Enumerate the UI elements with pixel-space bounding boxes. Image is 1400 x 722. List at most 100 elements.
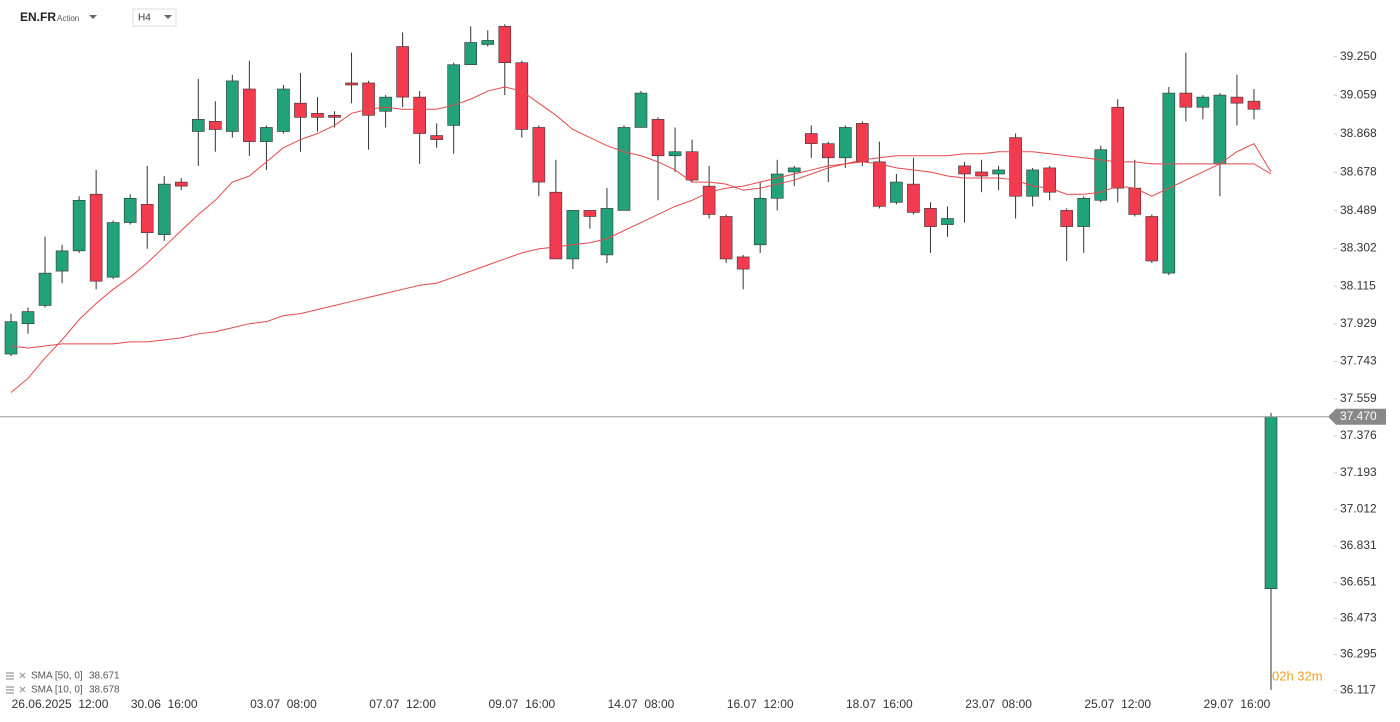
candle-body xyxy=(447,64,461,126)
candle-body xyxy=(804,133,818,144)
instrument-type: Action xyxy=(57,14,79,23)
candle-body xyxy=(873,161,886,207)
candle-body xyxy=(1043,167,1056,193)
candle-body xyxy=(1264,416,1278,590)
y-tick-label: 36.831 xyxy=(1340,538,1377,552)
candle-body xyxy=(685,151,699,181)
candle-body xyxy=(532,127,546,183)
candle-body xyxy=(1060,210,1073,227)
candle-body xyxy=(311,112,324,118)
candle-body xyxy=(106,222,120,278)
candle-body xyxy=(430,135,443,140)
candle-body xyxy=(1009,137,1022,197)
y-tick-label: 36.651 xyxy=(1340,575,1377,589)
x-tick-label: 16.07 12:00 xyxy=(727,697,794,711)
candle-body xyxy=(396,46,409,98)
candle-body xyxy=(515,62,529,130)
candle-body xyxy=(907,183,920,213)
legend-name: SMA [50, 0] xyxy=(31,671,83,682)
legend-name: SMA [10, 0] xyxy=(31,685,83,696)
countdown: 02h 32m xyxy=(1272,668,1323,683)
candle-body xyxy=(1026,169,1039,197)
candle-body xyxy=(583,210,597,217)
candle-body xyxy=(464,42,478,66)
sma-line xyxy=(10,151,1272,349)
candle-body xyxy=(856,123,869,163)
x-tick-label: 25.07 12:00 xyxy=(1084,697,1151,711)
legend-value: 38.678 xyxy=(89,685,120,696)
current-price-label: 37.470 xyxy=(1340,409,1377,423)
candle-body xyxy=(1094,149,1108,201)
candle-body xyxy=(668,151,682,157)
x-tick-label: 07.07 12:00 xyxy=(369,697,436,711)
candle-body xyxy=(1162,92,1176,274)
x-tick-label: 26.06.2025 12:00 xyxy=(12,697,109,711)
candle-body xyxy=(1247,100,1261,110)
y-tick-label: 38.678 xyxy=(1340,165,1377,179)
y-tick-label: 37.376 xyxy=(1340,428,1377,442)
y-tick-label: 38.115 xyxy=(1340,278,1376,292)
candle-body xyxy=(21,311,35,324)
candle-body xyxy=(4,321,18,355)
candle-body xyxy=(753,197,767,246)
candle-body xyxy=(1145,216,1159,262)
candle-body xyxy=(38,272,52,306)
candle-body xyxy=(634,92,648,128)
candle-body xyxy=(226,80,239,132)
x-tick-label: 18.07 16:00 xyxy=(846,697,913,711)
candle-body xyxy=(243,88,256,142)
timeframe: H4 xyxy=(138,13,151,24)
x-tick-label: 09.07 16:00 xyxy=(488,697,555,711)
candle-body xyxy=(157,183,171,235)
candle-body xyxy=(498,26,512,64)
current-price-tag xyxy=(1328,408,1386,425)
candle-body xyxy=(821,143,835,159)
candle-body xyxy=(770,173,784,199)
candle-body xyxy=(958,165,971,175)
symbol-dropdown[interactable] xyxy=(89,15,97,19)
x-tick-label: 29.07 16:00 xyxy=(1204,697,1271,711)
y-tick-label: 36.295 xyxy=(1340,647,1377,661)
candle-body xyxy=(992,169,1005,175)
y-tick-label: 37.012 xyxy=(1340,502,1377,516)
candle-body xyxy=(651,119,665,157)
x-tick-label: 23.07 08:00 xyxy=(965,697,1032,711)
x-tick-label: 14.07 08:00 xyxy=(608,697,675,711)
timeframe-box[interactable] xyxy=(132,8,177,27)
y-tick-label: 36.117 xyxy=(1340,683,1376,697)
candle-body xyxy=(140,204,154,233)
candle-body xyxy=(328,115,341,118)
y-tick-label: 36.473 xyxy=(1340,611,1377,625)
candle-body xyxy=(702,185,716,215)
candle-body xyxy=(379,96,392,112)
symbol: EN.FR xyxy=(20,10,56,24)
candle-body xyxy=(1077,197,1091,227)
candle-body xyxy=(89,193,103,282)
candle-body xyxy=(1213,94,1227,165)
sma-line xyxy=(10,86,1272,393)
legend-icon xyxy=(6,686,26,694)
candle-body xyxy=(345,82,358,86)
legend-value: 38.671 xyxy=(89,671,120,682)
y-tick-label: 38.868 xyxy=(1340,126,1377,140)
candle-body xyxy=(719,216,733,260)
candle-body xyxy=(975,171,988,177)
y-tick-label: 38.489 xyxy=(1340,203,1377,217)
candle-body xyxy=(294,102,307,118)
candle-body xyxy=(1196,96,1210,108)
y-tick-label: 39.250 xyxy=(1340,49,1377,63)
candle-body xyxy=(174,181,188,187)
legend-icon xyxy=(6,672,26,680)
candle-body xyxy=(924,208,937,227)
candle-body xyxy=(1128,187,1142,215)
candle-body xyxy=(566,210,580,260)
candle-body xyxy=(413,96,426,134)
candle-body xyxy=(481,40,495,45)
candle-body xyxy=(362,82,375,116)
x-tick-label: 03.07 08:00 xyxy=(250,697,317,711)
candle-body xyxy=(941,218,954,225)
timeframe-dropdown xyxy=(164,15,172,19)
candle-body xyxy=(72,199,86,252)
candle-body xyxy=(260,127,273,142)
x-tick-label: 30.06 16:00 xyxy=(131,697,198,711)
